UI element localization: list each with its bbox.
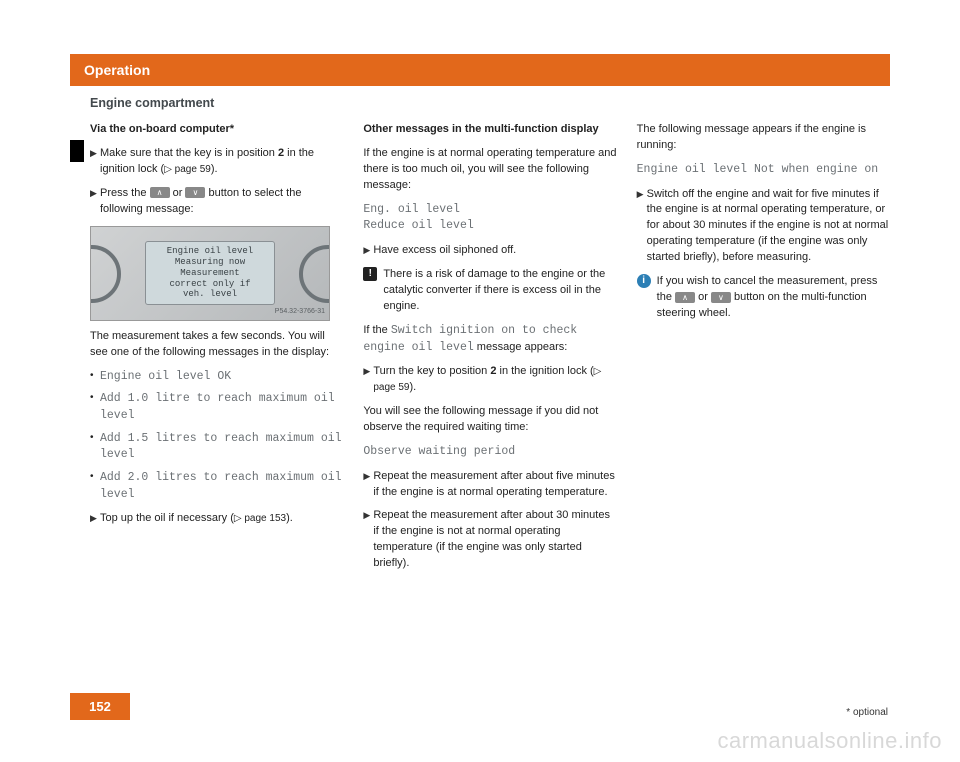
t: Repeat the measurement after about five … [373, 469, 616, 501]
msg-item: •Engine oil level OK [90, 369, 343, 386]
t: Switch off the engine and wait for five … [647, 187, 890, 267]
gauge-left [90, 245, 121, 303]
t: ). [286, 512, 293, 524]
t: Have excess oil siphoned off. [373, 243, 616, 259]
col2-heading: Other messages in the multi-function dis… [363, 122, 616, 138]
t: There is a risk of damage to the engine … [383, 267, 616, 315]
mono-line: Reduce oil level [363, 218, 616, 235]
msg-item: •Add 1.5 litres to reach maximum oil lev… [90, 431, 343, 464]
t: Repeat the measurement after about 30 mi… [373, 508, 616, 572]
t: in the ignition lock ( [496, 365, 593, 377]
up-button-icon: ∧ [675, 292, 695, 303]
info-note: i If you wish to cancel the measurement,… [637, 274, 890, 322]
mono-line: Eng. oil level [363, 202, 616, 219]
page-number: 152 [70, 693, 130, 720]
para-after-image: The measurement takes a few seconds. You… [90, 329, 343, 361]
d: Engine oil level [150, 246, 270, 257]
page-ref: ▷ page 59 [164, 164, 211, 175]
column-3: The following message appears if the eng… [637, 122, 890, 580]
chapter-header: Operation [70, 54, 890, 86]
t: or [170, 187, 186, 199]
t: If the [363, 324, 391, 336]
gauge-right [299, 245, 330, 303]
step-switch-off: ▶ Switch off the engine and wait for fiv… [637, 187, 890, 267]
triangle-icon: ▶ [363, 365, 373, 396]
triangle-icon: ▶ [90, 187, 100, 218]
side-tab-marker [70, 140, 84, 162]
t: Make sure that the key is in position [100, 147, 278, 159]
d: veh. level [150, 289, 270, 300]
d: Measuring now [150, 257, 270, 268]
display-panel: Engine oil level Measuring now Measureme… [145, 241, 275, 305]
triangle-icon: ▶ [363, 470, 373, 501]
d: correct only if [150, 279, 270, 290]
triangle-icon: ▶ [637, 188, 647, 267]
mono: Add 1.0 litre to reach maximum oil level [100, 391, 343, 424]
msg-item: •Add 2.0 litres to reach maximum oil lev… [90, 470, 343, 503]
t: Press the [100, 187, 150, 199]
content-columns: Via the on-board computer* ▶ Make sure t… [90, 122, 890, 580]
t: or [695, 291, 711, 303]
mono-line: Engine oil level Not when engine on [637, 162, 890, 179]
t: ). [211, 163, 218, 175]
step-siphon: ▶ Have excess oil siphoned off. [363, 243, 616, 259]
triangle-icon: ▶ [363, 509, 373, 572]
triangle-icon: ▶ [90, 512, 100, 527]
step-repeat-5min: ▶ Repeat the measurement after about fiv… [363, 469, 616, 501]
triangle-icon: ▶ [363, 244, 373, 259]
msg-item: •Add 1.0 litre to reach maximum oil leve… [90, 391, 343, 424]
dashboard-display-image: Engine oil level Measuring now Measureme… [90, 226, 330, 321]
warning-note: ! There is a risk of damage to the engin… [363, 267, 616, 315]
watermark: carmanualsonline.info [717, 728, 942, 754]
up-button-icon: ∧ [150, 187, 170, 198]
step-repeat-30min: ▶ Repeat the measurement after about 30 … [363, 508, 616, 572]
column-1: Via the on-board computer* ▶ Make sure t… [90, 122, 343, 580]
info-icon: i [637, 274, 651, 288]
step-topup: ▶ Top up the oil if necessary (▷ page 15… [90, 511, 343, 527]
triangle-icon: ▶ [90, 147, 100, 178]
footnote-optional: * optional [846, 707, 888, 718]
step-key-position: ▶ Make sure that the key is in position … [90, 146, 343, 178]
t: Top up the oil if necessary ( [100, 512, 234, 524]
d: Measurement [150, 268, 270, 279]
p: If the Switch ignition on to check engin… [363, 323, 616, 356]
p: The following message appears if the eng… [637, 122, 890, 154]
t: ). [409, 381, 416, 393]
step-press-button: ▶ Press the ∧ or ∨ button to select the … [90, 186, 343, 218]
mono-line: Observe waiting period [363, 444, 616, 461]
image-ref: P54.32-3766-31 [275, 307, 325, 317]
step-turn-key: ▶ Turn the key to position 2 in the igni… [363, 364, 616, 396]
p: If the engine is at normal operating tem… [363, 146, 616, 194]
p: You will see the following message if yo… [363, 404, 616, 436]
exclamation-icon: ! [363, 267, 377, 281]
section-title: Engine compartment [90, 96, 960, 110]
mono: Engine oil level OK [100, 369, 231, 386]
down-button-icon: ∨ [185, 187, 205, 198]
mono: Add 2.0 litres to reach maximum oil leve… [100, 470, 343, 503]
down-button-icon: ∨ [711, 292, 731, 303]
col1-heading: Via the on-board computer* [90, 122, 343, 138]
page-ref: ▷ page 153 [234, 513, 286, 524]
t: message appears: [474, 341, 568, 353]
mono: Add 1.5 litres to reach maximum oil leve… [100, 431, 343, 464]
column-2: Other messages in the multi-function dis… [363, 122, 616, 580]
t: Turn the key to position [373, 365, 490, 377]
